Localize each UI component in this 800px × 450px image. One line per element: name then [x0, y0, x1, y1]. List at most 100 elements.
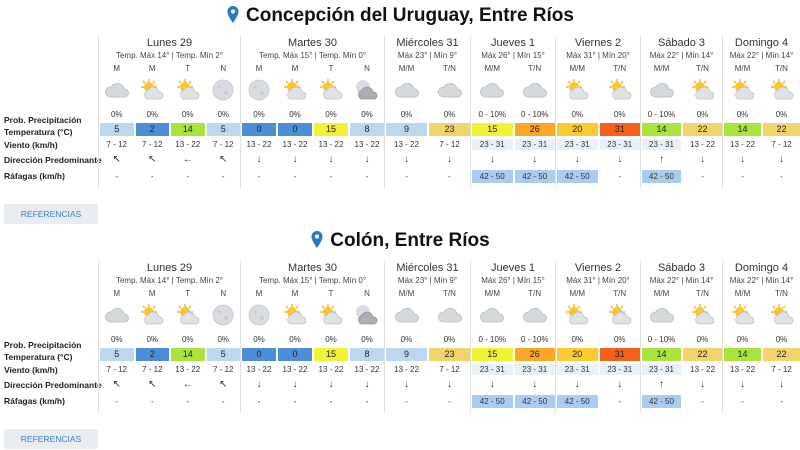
gust-speed: -	[329, 172, 333, 181]
wind-speed: 13 - 22	[730, 365, 755, 374]
wind-direction-arrow-icon: ↓	[779, 379, 784, 390]
day-temp-max: Máx 23°	[397, 276, 428, 285]
period-label: T	[185, 289, 191, 298]
period-column: M/M 0% 14 13 - 22 ↓ -	[723, 261, 762, 413]
separator: |	[312, 276, 319, 285]
day-name: Sábado 3	[657, 262, 706, 274]
gust-speed: -	[780, 172, 783, 181]
row-label-temp: Temperatura (°C)	[4, 127, 73, 137]
references-button[interactable]: REFERENCIAS	[4, 429, 98, 449]
temperature-cell: 22	[683, 348, 722, 361]
period-column: T/N 0 - 10% 26 23 - 31 ↓ 42 - 50	[514, 36, 557, 188]
gust-speed: -	[329, 397, 333, 406]
period-column: T/N 0% 22 7 - 12 ↓ -	[762, 36, 800, 188]
wind-speed: 13 - 22	[394, 140, 419, 149]
day-column: Martes 30 Temp. Máx 15° | Temp. Mín 0° M 0%…	[240, 36, 384, 188]
wind-speed: 23 - 31	[599, 364, 640, 375]
gust-speed: -	[115, 397, 119, 406]
temperature-cell: 20	[557, 123, 598, 136]
wind-direction-arrow-icon: ↓	[574, 154, 580, 165]
day-column: Sábado 3 Máx 22° | Mín 14° M/M 0 - 10% 14 23 …	[640, 261, 722, 413]
day-temp-max: Máx 26°	[481, 51, 511, 60]
period-label: T/N	[613, 64, 627, 73]
sun-cloud-icon	[281, 78, 309, 102]
day-name: Jueves 1	[490, 262, 536, 274]
gust-speed: 42 - 50	[472, 170, 513, 183]
temperature-cell: 0	[278, 348, 312, 361]
temperature-cell: 15	[472, 123, 513, 136]
wind-direction-arrow-icon: ↓	[364, 154, 370, 165]
period-column: T 0% 15 13 - 22 ↓ -	[313, 261, 349, 413]
period-label: T/N	[613, 289, 627, 298]
wind-speed: 23 - 31	[472, 364, 513, 375]
precip-probability: 0%	[325, 110, 337, 119]
cloud-icon	[521, 303, 549, 327]
period-column: M 0% 2 7 - 12 ↖ -	[135, 261, 171, 413]
temperature-cell: 0	[242, 348, 276, 361]
gust-speed: 42 - 50	[642, 395, 681, 408]
wind-direction-arrow-icon: ↓	[489, 379, 495, 390]
day-temp-min: Mín 14°	[685, 276, 714, 285]
day-temp-min: Temp. Mín 0°	[318, 51, 367, 60]
gust-speed: -	[618, 397, 622, 406]
temperature-cell: 15	[314, 348, 348, 361]
temperature-cell: 2	[135, 348, 169, 361]
gust-speed: -	[293, 172, 297, 181]
precip-probability: 0%	[361, 335, 373, 344]
period-label: M	[113, 64, 121, 73]
cloud-icon	[648, 78, 676, 102]
day-name: Miércoles 31	[396, 37, 459, 49]
precip-probability: 0%	[443, 335, 456, 344]
temperature-cell: 26	[514, 123, 555, 136]
day-temp-range: Máx 22° | Mín 14°	[723, 276, 800, 285]
period-column: T 0% 14 13 - 22 ← -	[170, 36, 206, 188]
period-label: M/M	[569, 289, 586, 298]
wind-direction-arrow-icon: ↖	[148, 154, 157, 165]
day-name: Martes 30	[288, 37, 337, 49]
gust-speed: -	[115, 172, 119, 181]
cloud-icon	[648, 303, 676, 327]
temperature-cell: 9	[386, 348, 427, 361]
wind-direction-arrow-icon: ↓	[292, 379, 298, 390]
cloud-icon	[436, 303, 464, 327]
precip-probability: 0%	[613, 335, 626, 344]
gust-speed: 42 - 50	[472, 395, 513, 408]
wind-speed: 23 - 31	[514, 139, 555, 150]
separator: |	[595, 276, 603, 285]
moon-icon	[245, 78, 273, 102]
gust-speed: 42 - 50	[557, 170, 598, 183]
separator: |	[169, 51, 176, 60]
wind-speed: 23 - 31	[514, 364, 555, 375]
wind-speed: 23 - 31	[642, 139, 681, 150]
location-pin-icon	[226, 6, 240, 26]
period-column: M/M 0% 20 23 - 31 ↓ 42 - 50	[556, 261, 599, 413]
moon-cloud-icon	[353, 303, 381, 327]
gust-speed: -	[701, 172, 704, 181]
period-column: T/N 0% 31 23 - 31 ↓ -	[599, 36, 642, 188]
precip-probability: 0 - 10%	[647, 110, 676, 119]
period-column: M/M 0% 20 23 - 31 ↓ 42 - 50	[556, 36, 599, 188]
separator: |	[312, 51, 319, 60]
separator: |	[759, 51, 766, 60]
gust-speed: -	[186, 397, 190, 406]
day-temp-range: Máx 22° | Mín 14°	[641, 51, 722, 60]
period-column: M 0% 0 13 - 22 ↓ -	[241, 261, 277, 413]
temperature-cell: 14	[642, 348, 681, 361]
cloud-icon	[478, 303, 506, 327]
wind-direction-arrow-icon: ↓	[617, 154, 623, 165]
gust-speed: -	[701, 397, 704, 406]
day-column: Sábado 3 Máx 22° | Mín 14° M/M 0 - 10% 14 23 …	[640, 36, 722, 188]
precip-probability: 0%	[146, 110, 159, 119]
day-temp-range: Máx 31° | Mín 20°	[556, 51, 640, 60]
temperature-cell: 9	[386, 123, 427, 136]
separator: |	[595, 51, 603, 60]
day-temp-range: Máx 26° | Mín 15°	[471, 276, 555, 285]
day-column: Lunes 29 Temp. Máx 14° | Temp. Mín 2° M 0% 5…	[98, 36, 240, 188]
references-button[interactable]: REFERENCIAS	[4, 204, 98, 224]
period-column: N 0% 5 7 - 12 ↖ -	[206, 36, 242, 188]
wind-speed: 7 - 12	[142, 140, 163, 149]
temperature-cell: 23	[429, 348, 470, 361]
precip-probability: 0%	[571, 335, 584, 344]
wind-direction-arrow-icon: ↓	[292, 154, 298, 165]
wind-speed: 13 - 22	[246, 140, 272, 149]
